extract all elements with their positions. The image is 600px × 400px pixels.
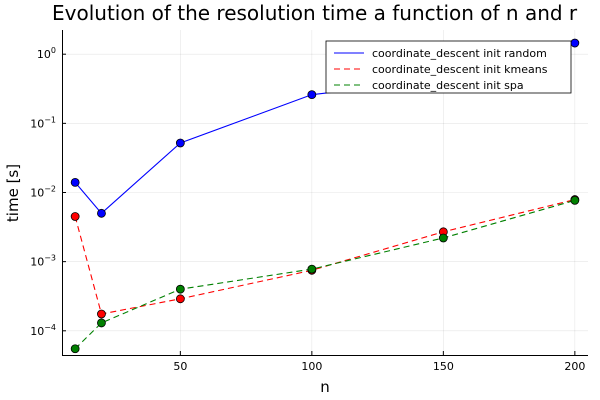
series-0-point — [70, 177, 80, 187]
series-1-point — [97, 309, 106, 319]
series-line-1 — [74, 199, 575, 315]
series-0-point — [97, 208, 106, 218]
y-tick-label: 10−3 — [30, 254, 56, 269]
legend-box — [325, 40, 572, 94]
series-2-point — [438, 233, 448, 243]
series-2-point — [307, 264, 317, 274]
y-tick-label: 10−1 — [30, 115, 56, 130]
series-2-point — [70, 344, 80, 354]
chart-title: Evolution of the resolution time a funct… — [52, 1, 578, 25]
legend-label-1: coordinate_descent init kmeans — [372, 63, 548, 76]
series-0-point — [175, 138, 185, 148]
series-1-point — [175, 294, 185, 304]
ticks-layer: 50 100 150 200 10−4 10−3 10−2 10−1 100 — [30, 46, 585, 373]
x-tick-label: 200 — [564, 360, 585, 373]
series-2-point — [97, 318, 106, 328]
x-tick-label: 150 — [433, 360, 454, 373]
series-line-2 — [74, 199, 576, 350]
x-tick-label: 100 — [301, 360, 322, 373]
legend: coordinate_descent init random coordinate… — [325, 40, 572, 94]
series-2-point — [570, 195, 580, 205]
y-tick-label: 100 — [37, 46, 56, 61]
series-2-point — [175, 284, 185, 294]
series-0-point — [570, 38, 580, 48]
x-tick-label: 50 — [173, 360, 187, 373]
y-axis-label: time [s] — [4, 164, 22, 222]
y-tick-label: 10−2 — [30, 185, 56, 200]
legend-label-2: coordinate_descent init spa — [372, 79, 524, 92]
series-layer — [70, 38, 580, 354]
y-tick-label: 10−4 — [30, 323, 56, 338]
series-0-point — [307, 90, 317, 100]
series-1-point — [70, 212, 80, 221]
legend-label-0: coordinate_descent init random — [372, 47, 547, 60]
x-axis-label: n — [320, 378, 330, 396]
